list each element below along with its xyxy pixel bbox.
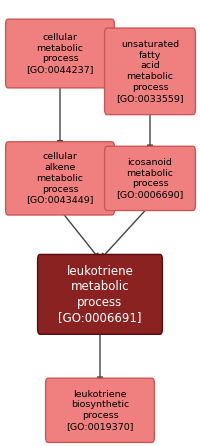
Text: unsaturated
fatty
acid
metabolic
process
[GO:0033559]: unsaturated fatty acid metabolic process… [116, 40, 184, 103]
FancyBboxPatch shape [38, 254, 162, 334]
Text: leukotriene
biosynthetic
process
[GO:0019370]: leukotriene biosynthetic process [GO:001… [66, 390, 134, 431]
FancyBboxPatch shape [105, 146, 195, 211]
FancyBboxPatch shape [6, 19, 114, 88]
FancyBboxPatch shape [105, 28, 195, 115]
FancyBboxPatch shape [6, 142, 114, 215]
Text: cellular
alkene
metabolic
process
[GO:0043449]: cellular alkene metabolic process [GO:00… [26, 153, 94, 204]
FancyBboxPatch shape [46, 378, 154, 442]
Text: icosanoid
metabolic
process
[GO:0006690]: icosanoid metabolic process [GO:0006690] [116, 158, 184, 199]
Text: cellular
metabolic
process
[GO:0044237]: cellular metabolic process [GO:0044237] [26, 33, 94, 74]
Text: leukotriene
metabolic
process
[GO:0006691]: leukotriene metabolic process [GO:000669… [58, 264, 142, 324]
